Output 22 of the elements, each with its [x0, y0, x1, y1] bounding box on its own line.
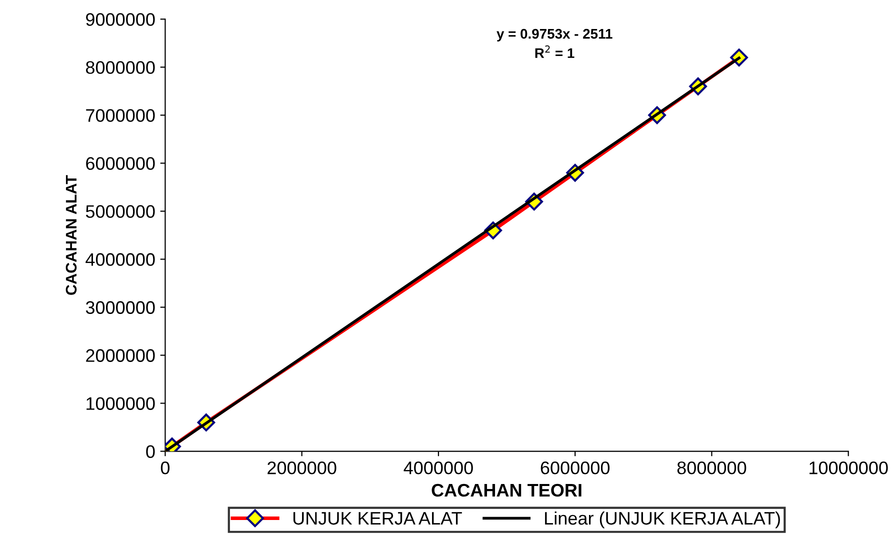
annotation: R$^{2}$ = 1 — [535, 45, 574, 58]
y-tick-label: 4000000 — [86, 253, 155, 266]
y-tick-label: 6000000 — [86, 157, 155, 170]
y-tick-label: 9000000 — [86, 13, 155, 26]
y-axis-title: CACAHAN ALAT — [66, 175, 77, 295]
y-tick-label: 0 — [146, 445, 155, 458]
annotation: y = 0.9753x - 2511 — [496, 28, 612, 42]
y-tick-label: 1000000 — [86, 397, 155, 410]
y-tick-label: 3000000 — [86, 301, 155, 314]
x-tick-label: 6000000 — [540, 461, 610, 474]
y-tick-label: 7000000 — [86, 109, 155, 122]
x-tick-label: 2000000 — [268, 461, 336, 474]
x-tick-label: 0 — [160, 461, 170, 474]
legend-label: Linear (UNJUK KERJA ALAT) — [545, 511, 780, 528]
x-tick-label: 8000000 — [677, 461, 746, 474]
y-tick-label: 2000000 — [86, 349, 155, 362]
legend-label: UNJUK KERJA ALAT — [293, 512, 462, 525]
x-axis-title: CACAHAN TEORI — [432, 484, 582, 497]
y-tick-label: 5000000 — [86, 205, 155, 218]
x-tick-label: 4000000 — [404, 461, 473, 474]
y-tick-label: 8000000 — [86, 61, 155, 74]
x-tick-label: 10000000 — [810, 461, 888, 474]
